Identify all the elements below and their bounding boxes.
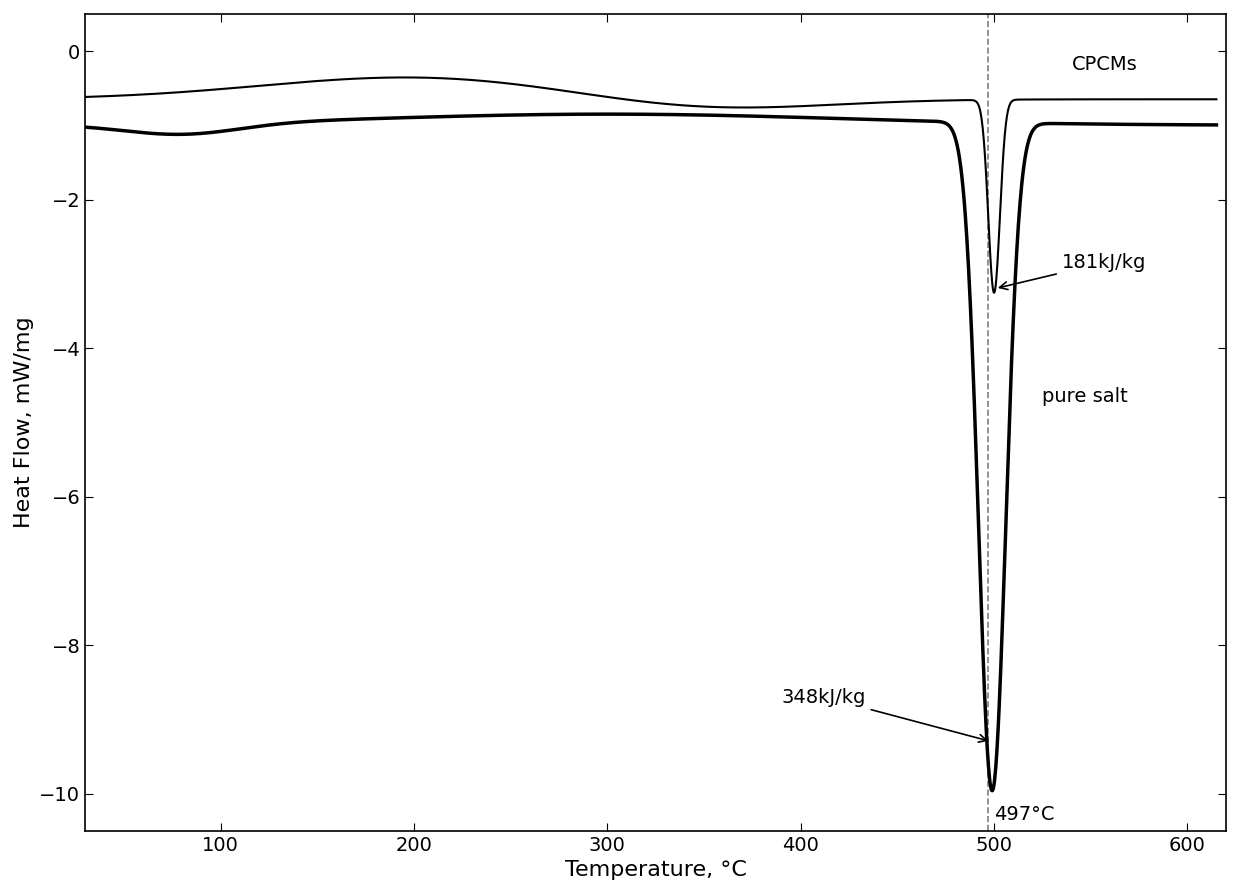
X-axis label: Temperature, °C: Temperature, °C bbox=[564, 860, 746, 880]
Text: pure salt: pure salt bbox=[1043, 387, 1128, 406]
Text: CPCMs: CPCMs bbox=[1071, 55, 1137, 74]
Text: 181kJ/kg: 181kJ/kg bbox=[999, 253, 1146, 290]
Text: 348kJ/kg: 348kJ/kg bbox=[781, 687, 987, 742]
Y-axis label: Heat Flow, mW/mg: Heat Flow, mW/mg bbox=[14, 316, 33, 528]
Text: 497°C: 497°C bbox=[994, 805, 1054, 823]
